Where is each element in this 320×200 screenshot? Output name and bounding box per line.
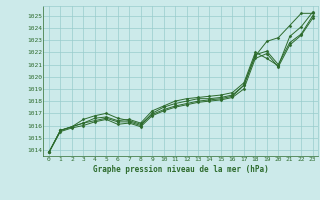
X-axis label: Graphe pression niveau de la mer (hPa): Graphe pression niveau de la mer (hPa) xyxy=(93,165,269,174)
